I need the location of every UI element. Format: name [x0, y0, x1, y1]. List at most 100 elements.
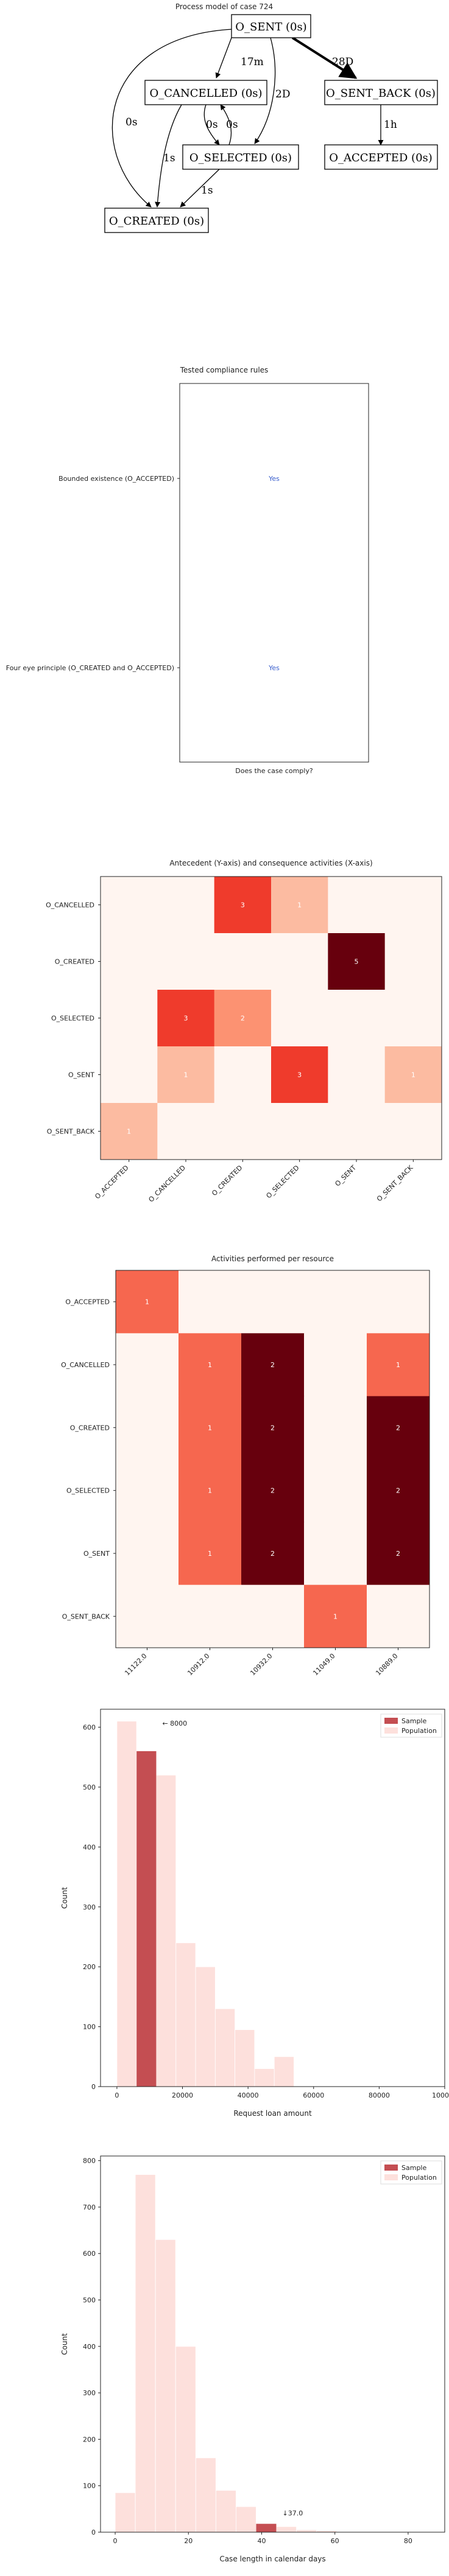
heatmap-cell	[101, 933, 158, 990]
y-axis-label: Count	[60, 1887, 69, 1909]
heatmap-cell	[157, 1103, 215, 1160]
edge-cancelled-selected	[203, 104, 220, 145]
heatmap-cell-label: 1	[411, 1071, 415, 1079]
population-bar	[235, 2029, 255, 2087]
heatmap-cell	[367, 1584, 430, 1648]
heatmap-cell-label: 1	[127, 1128, 131, 1136]
heatmap-cell	[157, 877, 215, 934]
y-tick-label: 500	[83, 1783, 96, 1791]
legend-label-population: Population	[401, 1727, 437, 1735]
heatmap-cell	[241, 1396, 305, 1460]
population-bar	[195, 1966, 216, 2087]
heatmap-cell	[367, 1270, 430, 1334]
x-tick-label: 0	[115, 2091, 119, 2099]
heatmap-cell	[384, 1046, 442, 1104]
heatmap-cell	[304, 1333, 367, 1397]
y-tick-label: 0	[91, 2529, 96, 2536]
x-tick-label: O_SELECTED	[264, 1164, 300, 1200]
node-selected: O_SELECTED (0s)	[189, 152, 292, 164]
edge-label-sent-selected: 2D	[275, 88, 290, 100]
legend-swatch-sample	[384, 1718, 398, 1724]
x-tick-label: 10932.0	[249, 1652, 274, 1677]
heatmap-cell-label: 2	[270, 1550, 275, 1558]
population-bar	[175, 1942, 196, 2087]
heatmap-cell	[116, 1584, 179, 1648]
y-tick-label: O_ACCEPTED	[65, 1298, 110, 1306]
y-tick-label: 500	[83, 2297, 96, 2305]
x-tick-label: 80000	[369, 2091, 390, 2099]
rule-value-0: Yes	[268, 475, 280, 483]
heatmap-cell-label: 2	[270, 1487, 275, 1495]
x-axis-label: Case length in calendar days	[219, 2555, 325, 2563]
heatmap-cell-label: 2	[396, 1487, 400, 1495]
heatmap-cell	[157, 1046, 215, 1104]
heatmap-cell-label: 2	[270, 1424, 275, 1432]
x-tick-label: O_ACCEPTED	[93, 1164, 130, 1201]
legend-label-sample: Sample	[401, 1717, 426, 1725]
population-bar	[235, 2506, 256, 2533]
heatmap-cell	[384, 990, 442, 1047]
edge-selected-created	[180, 169, 220, 208]
heatmap-cell	[116, 1333, 179, 1397]
edge-label-sent-sent-back: 28D	[332, 56, 353, 68]
heatmap-cell	[179, 1459, 242, 1522]
population-bar	[116, 1721, 137, 2087]
edge-label-selected-created: 1s	[201, 184, 213, 197]
x-tick-label: O_SENT_BACK	[375, 1163, 415, 1203]
heatmap-cell	[157, 933, 215, 990]
heatmap-cell	[101, 1103, 158, 1160]
population-bar	[254, 2068, 275, 2087]
y-tick-label: 100	[83, 2023, 96, 2031]
population-bar	[214, 2008, 236, 2087]
edge-cancelled-created	[155, 104, 182, 208]
legend-swatch-sample	[384, 2165, 398, 2171]
y-tick-label: 700	[83, 2203, 96, 2211]
heatmap-cell-label: 1	[208, 1550, 212, 1558]
heatmap-cell	[328, 1046, 386, 1104]
heatmap-cell	[271, 990, 328, 1047]
population-bar	[155, 2239, 176, 2533]
heatmap-antecedent: Antecedent (Y-axis) and consequence acti…	[46, 859, 442, 1204]
y-tick-label: O_SENT_BACK	[62, 1612, 110, 1620]
x-tick-label: 60000	[303, 2091, 324, 2099]
heatmap-cell-label: 3	[297, 1071, 302, 1079]
histogram-case-length: ↓37.00 20 40 60 800100200300400500600700800C…	[60, 2155, 445, 2563]
x-tick-label: 80	[404, 2537, 412, 2545]
heatmap-cell	[384, 933, 442, 990]
x-tick-label: O_CANCELLED	[147, 1164, 187, 1204]
heatmap-cell	[116, 1270, 179, 1334]
node-box-cancelled	[144, 80, 267, 105]
sample-annotation: ← 8000	[162, 1720, 187, 1727]
histogram-loan-amount: ← 8000 0 20000 40000 60000 80000 100000 0 100 200…	[60, 1709, 449, 2118]
population-bar	[135, 2174, 156, 2533]
x-tick-label: 40000	[238, 2091, 259, 2099]
heatmap-cell	[101, 990, 158, 1047]
heatmap-cell	[241, 1522, 305, 1586]
population-bar	[296, 2529, 317, 2533]
y-tick-label: O_SENT	[83, 1550, 110, 1558]
population-bar	[276, 2526, 297, 2533]
edge-sent-selected	[254, 37, 276, 144]
heatmap-cell	[271, 877, 328, 934]
node-box-accepted	[324, 144, 438, 170]
heatmap-cell-label: 2	[396, 1550, 400, 1558]
heatmap-cell-label: 1	[208, 1487, 212, 1495]
population-bar	[215, 2490, 236, 2533]
x-tick-label: 11049.0	[311, 1652, 336, 1677]
legend-label-population: Population	[401, 2174, 437, 2182]
heatmap-cell-label: 1	[297, 901, 302, 909]
heatmap-cell	[304, 1459, 367, 1522]
heatmap-cell	[304, 1396, 367, 1460]
heatmap-cell	[367, 1459, 430, 1522]
heatmap-cell-label: 1	[208, 1424, 212, 1432]
legend-label-sample: Sample	[401, 2164, 426, 2172]
x-axis-label: Request loan amount	[233, 2109, 312, 2118]
edge-sent-created	[111, 29, 233, 208]
heatmap-cell-label: 3	[241, 901, 245, 909]
y-tick-label: 600	[83, 2250, 96, 2258]
heatmap-cell	[214, 877, 272, 934]
node-cancelled: O_CANCELLED (0s)	[149, 87, 262, 100]
heatmap-cell-label: 1	[208, 1361, 212, 1369]
node-box-sent	[231, 14, 311, 38]
node-created: O_CREATED (0s)	[109, 215, 204, 228]
